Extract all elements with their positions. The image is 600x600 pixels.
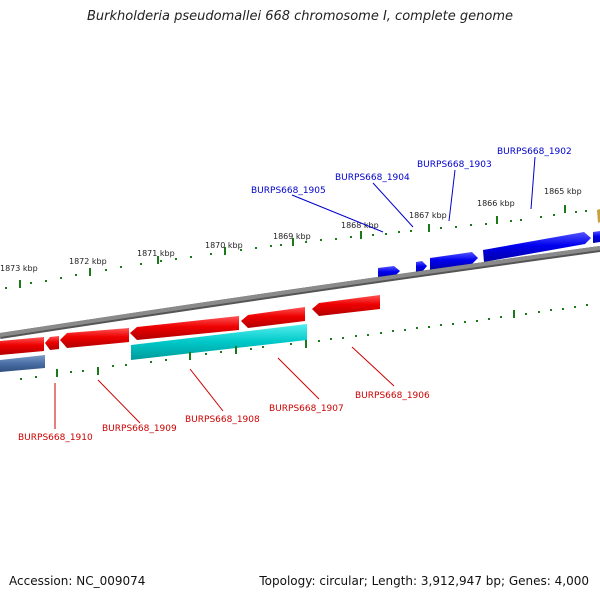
label-burps668-1903: BURPS668_1903 bbox=[417, 160, 492, 170]
gene-burps668-1910[interactable] bbox=[0, 337, 44, 355]
label-burps668-1909: BURPS668_1909 bbox=[102, 424, 177, 434]
inner-major-ticks bbox=[56, 310, 515, 377]
label-burps668-1907: BURPS668_1907 bbox=[269, 404, 344, 414]
gene-burps668-1904[interactable] bbox=[416, 261, 427, 273]
forward-labels: BURPS668_1905 BURPS668_1904 BURPS668_190… bbox=[251, 147, 572, 196]
label-burps668-1910: BURPS668_1910 bbox=[18, 433, 93, 443]
inner-tick-track bbox=[20, 304, 588, 380]
tick-label-1872: 1872 kbp bbox=[69, 257, 107, 266]
label-burps668-1908: BURPS668_1908 bbox=[185, 415, 260, 425]
reverse-label-lines bbox=[54, 346, 395, 429]
gene-burps668-1907[interactable] bbox=[241, 307, 305, 328]
forward-genes bbox=[378, 231, 600, 279]
tick-label-1868: 1868 kbp bbox=[341, 221, 379, 230]
tick-label-1866: 1866 kbp bbox=[477, 199, 515, 208]
outer-major-ticks bbox=[19, 205, 566, 288]
gene-burps668-1909[interactable] bbox=[60, 328, 129, 348]
gene-burps668-1902[interactable] bbox=[483, 232, 591, 262]
tick-label-1870: 1870 kbp bbox=[205, 241, 243, 250]
tick-label-1871: 1871 kbp bbox=[137, 249, 175, 258]
tick-label-1867: 1867 kbp bbox=[409, 211, 447, 220]
topology-info-text: Topology: circular; Length: 3,912,947 bp… bbox=[259, 574, 589, 588]
gene-partial-right[interactable] bbox=[593, 231, 600, 243]
forward-label-lines bbox=[291, 156, 536, 233]
label-burps668-1905: BURPS668_1905 bbox=[251, 186, 326, 196]
label-burps668-1906: BURPS668_1906 bbox=[355, 391, 430, 401]
tick-label-1869: 1869 kbp bbox=[273, 232, 311, 241]
outer-tick-track bbox=[5, 210, 587, 289]
gene-partial-top-right[interactable] bbox=[597, 209, 600, 223]
reverse-genes bbox=[0, 295, 380, 372]
label-burps668-1904: BURPS668_1904 bbox=[335, 173, 410, 183]
gene-burps668-1908[interactable] bbox=[130, 316, 239, 340]
map-title: Burkholderia pseudomallei 668 chromosome… bbox=[86, 9, 514, 24]
gene-small-reverse[interactable] bbox=[45, 336, 59, 350]
accession-text: Accession: NC_009074 bbox=[9, 574, 146, 588]
feature-steel-blue[interactable] bbox=[0, 355, 45, 372]
tick-label-1873: 1873 kbp bbox=[0, 264, 38, 273]
chromosome-backbone bbox=[0, 246, 600, 337]
gene-burps668-1903[interactable] bbox=[430, 252, 478, 270]
tick-label-1865: 1865 kbp bbox=[544, 187, 582, 196]
reverse-labels: BURPS668_1906 BURPS668_1907 BURPS668_190… bbox=[18, 391, 430, 443]
outer-tick-labels: 1873 kbp 1872 kbp 1871 kbp 1870 kbp 1869… bbox=[0, 187, 582, 273]
rna-feature-cyan[interactable] bbox=[131, 324, 307, 360]
label-burps668-1902: BURPS668_1902 bbox=[497, 147, 572, 157]
gene-burps668-1906[interactable] bbox=[312, 295, 380, 316]
